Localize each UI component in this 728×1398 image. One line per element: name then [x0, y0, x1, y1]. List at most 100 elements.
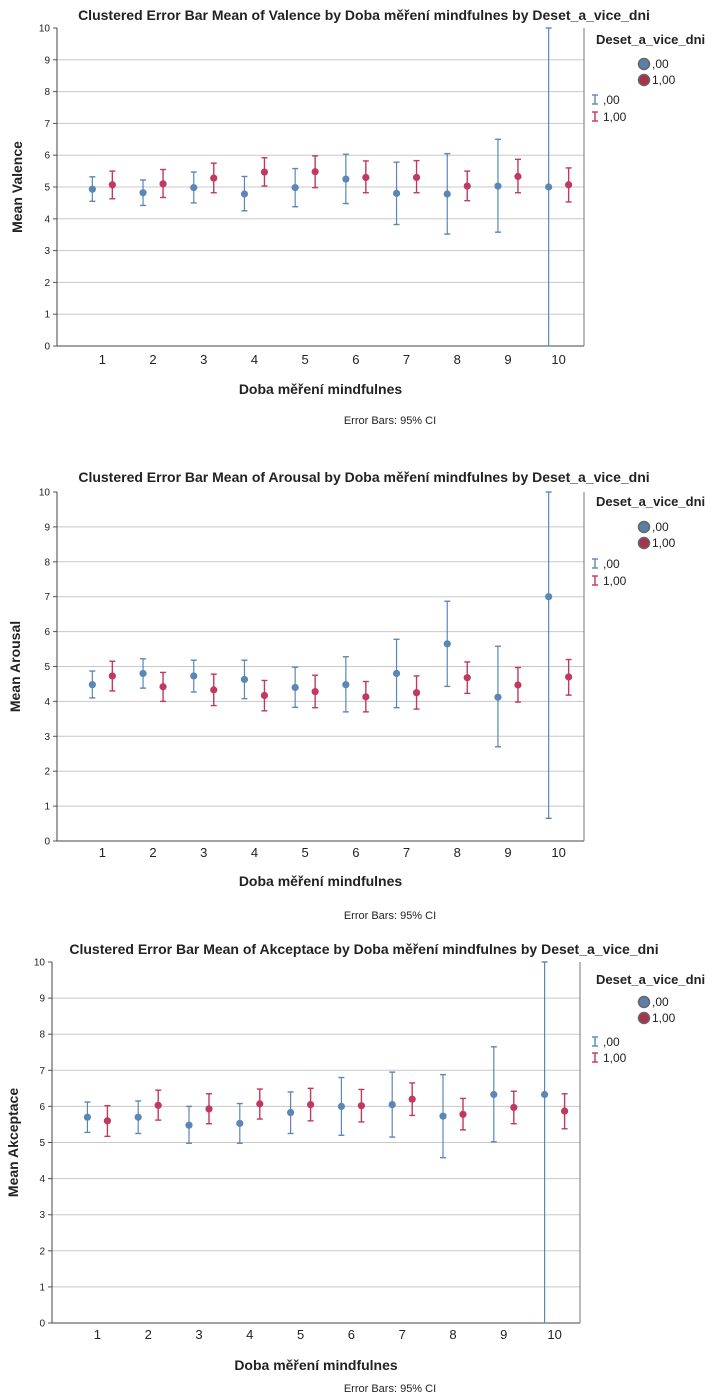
- mean-point-100: [463, 182, 471, 190]
- mean-point-00: [190, 184, 198, 192]
- y-tick-label: 4: [39, 1174, 45, 1185]
- x-tick-label: 10: [551, 845, 565, 860]
- x-tick-label: 2: [149, 352, 156, 367]
- legend-errorbar-label: ,00: [603, 1035, 620, 1049]
- y-tick-label: 7: [44, 119, 50, 130]
- x-tick-label: 3: [195, 1327, 202, 1342]
- x-tick-label: 1: [99, 845, 106, 860]
- mean-point-100: [108, 672, 116, 680]
- legend-title: Deset_a_vice_dni: [596, 972, 705, 987]
- x-tick-label: 8: [449, 1327, 456, 1342]
- y-axis-title: Mean Akceptace: [5, 1088, 21, 1197]
- mean-point-00: [342, 175, 350, 183]
- x-tick-label: 6: [352, 352, 359, 367]
- legend-marker-label: 1,00: [652, 1011, 676, 1025]
- y-tick-label: 2: [44, 278, 50, 289]
- mean-point-100: [103, 1117, 111, 1125]
- x-tick-label: 2: [145, 1327, 152, 1342]
- x-tick-label: 5: [302, 352, 309, 367]
- mean-point-100: [256, 1100, 264, 1108]
- x-tick-label: 7: [403, 352, 410, 367]
- x-tick-label: 4: [251, 352, 258, 367]
- mean-point-100: [154, 1101, 162, 1109]
- x-tick-label: 5: [302, 845, 309, 860]
- x-tick-label: 9: [500, 1327, 507, 1342]
- mean-point-100: [362, 693, 370, 701]
- mean-point-100: [311, 688, 319, 696]
- y-tick-label: 4: [44, 697, 50, 708]
- mean-point-00: [240, 675, 249, 684]
- chart-title: Clustered Error Bar Mean of Valence by D…: [78, 7, 650, 23]
- y-tick-label: 6: [44, 627, 50, 638]
- chart-title: Clustered Error Bar Mean of Akceptace by…: [69, 941, 658, 957]
- x-tick-label: 8: [454, 352, 461, 367]
- x-axis-title: Doba měření mindfulnes: [239, 873, 403, 889]
- y-tick-label: 7: [44, 592, 50, 603]
- mean-point-00: [392, 669, 401, 678]
- legend-marker-00: [637, 57, 651, 71]
- mean-point-100: [210, 686, 218, 694]
- legend-marker-00: [637, 520, 651, 534]
- y-tick-label: 0: [39, 1319, 45, 1330]
- mean-point-100: [307, 1100, 315, 1109]
- y-tick-label: 8: [44, 87, 50, 98]
- y-tick-label: 2: [44, 767, 50, 778]
- mean-point-100: [412, 173, 421, 182]
- mean-point-100: [362, 173, 370, 182]
- error-bars-note: Error Bars: 95% CI: [344, 910, 436, 922]
- mean-point-100: [159, 683, 167, 691]
- x-tick-label: 9: [504, 352, 511, 367]
- mean-point-100: [565, 673, 573, 681]
- mean-point-100: [463, 674, 471, 682]
- mean-point-100: [357, 1102, 365, 1110]
- mean-point-100: [210, 174, 218, 182]
- mean-point-00: [291, 184, 299, 192]
- y-axis-title: Mean Arousal: [7, 621, 23, 712]
- legend-marker-100: [637, 73, 651, 87]
- x-tick-label: 3: [200, 845, 207, 860]
- x-tick-label: 9: [504, 845, 511, 860]
- y-tick-label: 1: [44, 802, 50, 813]
- mean-point-00: [88, 681, 96, 689]
- mean-point-00: [139, 669, 147, 678]
- legend-marker-label: ,00: [652, 520, 669, 534]
- y-tick-label: 5: [44, 662, 50, 673]
- x-tick-label: 6: [352, 845, 359, 860]
- legend-marker-100: [637, 536, 651, 550]
- y-tick-label: 10: [39, 488, 51, 499]
- mean-point-100: [108, 181, 116, 189]
- legend-marker-label: ,00: [652, 995, 669, 1009]
- mean-point-00: [494, 693, 502, 701]
- mean-point-00: [190, 672, 198, 680]
- mean-point-100: [159, 180, 167, 188]
- x-tick-label: 1: [94, 1327, 101, 1342]
- mean-point-100: [459, 1110, 467, 1118]
- mean-point-00: [139, 189, 147, 197]
- y-tick-label: 5: [44, 183, 50, 194]
- y-tick-label: 8: [39, 1030, 45, 1041]
- y-tick-label: 10: [34, 958, 46, 969]
- x-tick-label: 3: [200, 352, 207, 367]
- y-tick-label: 0: [44, 342, 50, 353]
- mean-point-100: [514, 172, 522, 181]
- mean-point-00: [392, 189, 401, 197]
- legend-marker-100: [637, 1011, 651, 1025]
- y-tick-label: 3: [44, 246, 50, 257]
- x-tick-label: 5: [297, 1327, 304, 1342]
- mean-point-100: [408, 1095, 416, 1103]
- mean-point-100: [561, 1107, 569, 1115]
- y-tick-label: 5: [39, 1138, 45, 1149]
- legend-errorbar-label: ,00: [603, 93, 620, 107]
- mean-point-00: [545, 183, 553, 191]
- mean-point-00: [291, 683, 299, 692]
- error-bars-note: Error Bars: 95% CI: [344, 1383, 436, 1395]
- y-tick-label: 9: [44, 55, 50, 66]
- mean-point-00: [342, 681, 350, 689]
- mean-point-100: [510, 1103, 518, 1112]
- legend-title: Deset_a_vice_dni: [596, 32, 705, 47]
- legend-marker-label: ,00: [652, 57, 669, 71]
- x-tick-label: 2: [149, 845, 156, 860]
- mean-point-00: [240, 190, 249, 198]
- legend-marker-label: 1,00: [652, 73, 676, 87]
- y-tick-label: 3: [44, 732, 50, 743]
